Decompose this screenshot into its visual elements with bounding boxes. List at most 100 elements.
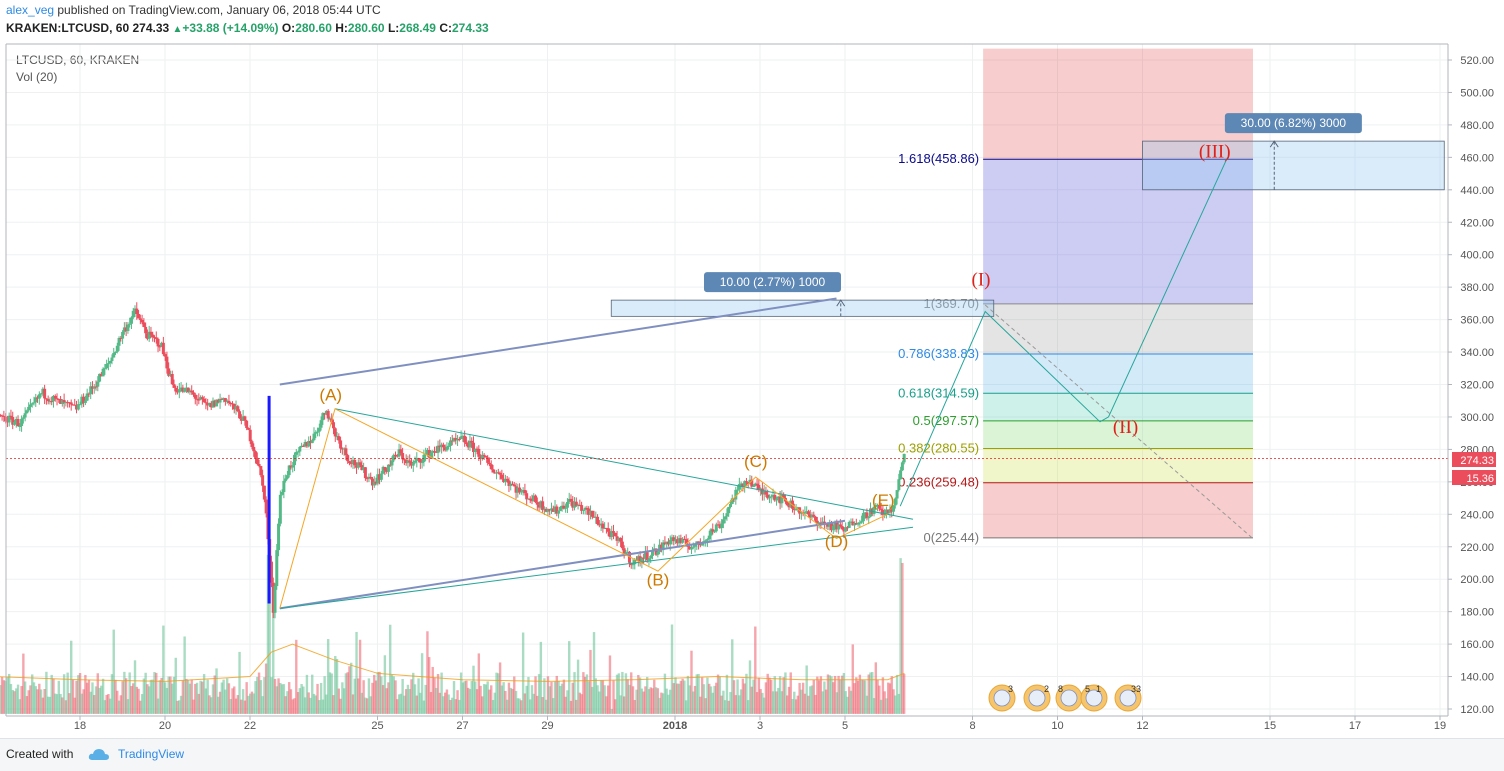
event-badge-count: 8 <box>1058 684 1063 694</box>
footer-bar: Created with TradingView <box>0 738 1504 771</box>
candle-body <box>715 524 718 531</box>
volume-marker-label: 15.36 <box>1466 473 1494 485</box>
candle-body <box>770 496 773 497</box>
candle-body <box>126 325 129 331</box>
wave-label: (C) <box>744 452 768 471</box>
time-tick-label: 3 <box>757 720 763 732</box>
candle-body <box>157 339 160 346</box>
candle-body <box>582 510 585 511</box>
candle-body <box>245 421 248 428</box>
candle-body <box>364 467 367 478</box>
candle-body <box>534 496 537 503</box>
event-badge-count: 1 <box>1096 684 1101 694</box>
candle-body <box>506 479 509 481</box>
candle-body <box>566 502 569 508</box>
candle-body <box>162 343 165 354</box>
price-tick-label: 520.00 <box>1460 55 1494 67</box>
candle-body <box>399 449 402 453</box>
time-tick-label: 25 <box>371 720 383 732</box>
candle-body <box>839 524 842 526</box>
candle-body <box>109 361 112 363</box>
time-tick-label: 5 <box>842 720 848 732</box>
target-box <box>611 300 994 316</box>
candle-body <box>720 524 723 528</box>
candle-body <box>490 464 493 469</box>
wave-label: (A) <box>319 386 342 405</box>
candle-body <box>139 318 142 320</box>
abcde-wave-line <box>280 409 888 609</box>
candle-body <box>318 428 321 432</box>
candle-body <box>79 404 82 405</box>
candle-body <box>841 526 844 529</box>
fib-zone <box>983 449 1253 483</box>
price-tick-label: 220.00 <box>1460 542 1494 554</box>
fib-zone <box>983 354 1253 393</box>
candle-body <box>387 465 390 472</box>
volume-bar <box>609 655 611 713</box>
candle-body <box>116 346 119 352</box>
time-tick-label: 29 <box>541 720 553 732</box>
candle-body <box>647 559 650 561</box>
candle-body <box>729 504 732 507</box>
candle-body <box>18 426 21 427</box>
candle-body <box>359 462 362 465</box>
candle-body <box>178 389 181 392</box>
candle-body <box>38 394 41 398</box>
candle-body <box>50 401 53 402</box>
time-tick-label: 8 <box>969 720 975 732</box>
price-tick-label: 340.00 <box>1460 347 1494 359</box>
candle-body <box>807 511 810 514</box>
candle-body <box>812 515 815 517</box>
candle-body <box>541 501 544 510</box>
candle-body <box>96 382 99 387</box>
candle-body <box>442 445 445 448</box>
candle-body <box>621 542 624 549</box>
wave-label: (II) <box>1113 417 1138 438</box>
candle-body <box>112 353 115 358</box>
price-tick-label: 460.00 <box>1460 152 1494 164</box>
fib-level-label: 0.382(280.55) <box>898 441 979 456</box>
candle-body <box>144 327 147 333</box>
tradingview-link[interactable]: TradingView <box>118 747 184 761</box>
candle-body <box>279 495 282 524</box>
candle-body <box>284 478 287 480</box>
candle-body <box>20 419 23 426</box>
candle-body <box>316 432 319 433</box>
candle-body <box>529 499 532 501</box>
time-tick-label: 19 <box>1434 720 1446 732</box>
candle-body <box>669 540 672 545</box>
candle-body <box>369 477 372 479</box>
candle-body <box>107 363 110 364</box>
candle-body <box>164 354 167 357</box>
candle-body <box>414 461 417 463</box>
candle-body <box>282 481 285 492</box>
candle-body <box>274 586 277 613</box>
volume-bar <box>903 674 905 714</box>
candle-body <box>102 369 105 377</box>
time-tick-label: 17 <box>1349 720 1361 732</box>
fib-level-label: 0.618(314.59) <box>898 385 979 400</box>
candle-body <box>63 400 66 402</box>
candle-body <box>250 441 253 447</box>
candle-body <box>40 393 43 394</box>
flag-icon <box>1029 690 1045 706</box>
wave-label: (I) <box>972 270 991 291</box>
price-tick-label: 180.00 <box>1460 607 1494 619</box>
candle-body <box>110 358 113 361</box>
price-tick-label: 500.00 <box>1460 87 1494 99</box>
fib-level-label: 0(225.44) <box>923 530 979 545</box>
candle-body <box>247 428 250 430</box>
candle-body <box>190 391 193 393</box>
candle-body <box>559 507 562 511</box>
candle-body <box>203 399 206 402</box>
candle-body <box>520 492 523 493</box>
candle-body <box>445 447 448 451</box>
price-tick-label: 160.00 <box>1460 639 1494 651</box>
candle-body <box>706 539 709 540</box>
candle-body <box>499 473 502 475</box>
candle-body <box>149 332 152 335</box>
tradingview-cloud-icon <box>88 747 110 761</box>
candle-body <box>103 368 106 369</box>
candle-body <box>313 434 316 440</box>
